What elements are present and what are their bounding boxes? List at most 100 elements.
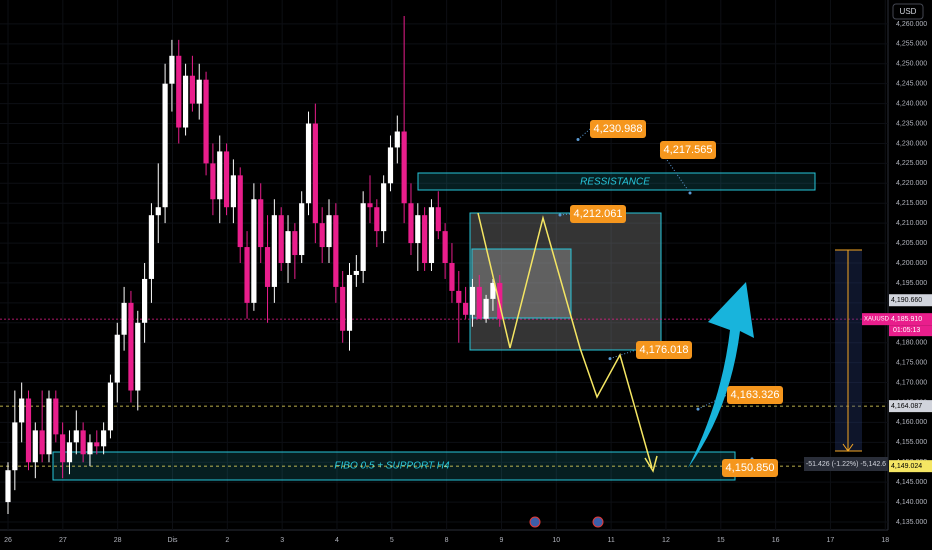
annotation-label: 4,176.018 <box>640 344 689 356</box>
price-badge <box>889 313 932 326</box>
x-tick-label: 26 <box>4 537 12 544</box>
x-tick-label: 28 <box>114 537 122 544</box>
zone <box>52 451 736 481</box>
candle-body <box>469 286 476 315</box>
candle-body <box>176 55 182 128</box>
candle-body <box>101 430 107 447</box>
x-tick-label: 18 <box>881 537 889 544</box>
x-tick-label: 16 <box>772 537 780 544</box>
candle-body <box>449 263 455 291</box>
candle-body <box>128 302 134 391</box>
annotation-anchor <box>608 357 612 361</box>
candle-body <box>374 207 380 232</box>
candle-body <box>285 231 291 264</box>
price-badge-label: 4,164.087 <box>891 403 922 410</box>
annotation-box <box>660 141 716 159</box>
candle-body <box>121 302 127 335</box>
x-tick-label: Dis <box>167 537 178 544</box>
symbol: XAUUSD <box>864 317 890 323</box>
annotation-label: 4,212.061 <box>574 208 623 220</box>
candle-body <box>46 398 52 455</box>
countdown: 01:05:13 <box>893 327 920 334</box>
candle-body <box>230 175 236 208</box>
candle-body <box>456 290 462 303</box>
y-tick-label: 4,200.000 <box>896 260 927 267</box>
candle-body <box>264 247 271 287</box>
candle-body <box>319 223 325 248</box>
candle-body <box>497 282 503 319</box>
candle-body <box>148 215 155 279</box>
event-flag[interactable] <box>592 516 604 528</box>
price-badge <box>889 294 932 307</box>
projection-path <box>477 212 653 469</box>
candle-body <box>305 123 312 204</box>
x-tick-label: 5 <box>390 537 394 544</box>
candle-body <box>244 247 250 303</box>
candle-body <box>203 79 209 164</box>
candle-body <box>428 207 435 264</box>
candle-body <box>53 398 59 435</box>
currency[interactable]: USD <box>900 7 917 16</box>
annotation-anchor <box>576 138 580 142</box>
x-tick-label: 4 <box>335 537 339 544</box>
candle-body <box>271 215 277 287</box>
candle-body <box>292 231 298 256</box>
annotation-anchor <box>688 191 692 195</box>
zone <box>417 172 816 191</box>
y-tick-label: 4,255.000 <box>896 41 927 48</box>
candle-body <box>387 147 394 184</box>
candle-body <box>162 83 168 208</box>
event-flag[interactable] <box>529 516 541 528</box>
y-tick-label: 4,225.000 <box>896 160 927 167</box>
annotation-box <box>570 205 626 223</box>
annotation-anchor <box>696 407 700 411</box>
candle-body <box>463 302 469 315</box>
candle-body <box>367 203 373 208</box>
annotation-label: 4,230.988 <box>594 123 643 135</box>
candle-body <box>258 199 264 248</box>
candle-body <box>415 215 421 244</box>
candle-body <box>422 215 428 264</box>
x-tick-label: 8 <box>445 537 449 544</box>
candle-body <box>490 282 496 299</box>
currency-button[interactable] <box>892 3 924 20</box>
candle-body <box>217 151 223 200</box>
x-tick-label: 27 <box>59 537 67 544</box>
bullish-arrow <box>688 282 754 468</box>
candle-body <box>114 334 120 383</box>
projection-arrowhead <box>644 455 658 473</box>
x-tick-label: 3 <box>280 537 284 544</box>
candle-body <box>223 151 230 208</box>
x-tick-label: 10 <box>552 537 560 544</box>
candle-body <box>476 286 482 319</box>
candle-body <box>19 398 25 423</box>
y-tick-label: 4,135.000 <box>896 519 927 526</box>
candle-body <box>237 175 243 248</box>
price-badge-label: 4,185.910 <box>891 316 922 323</box>
annotation-label: 4,163.326 <box>731 389 780 401</box>
y-tick-label: 4,240.000 <box>896 100 927 107</box>
y-tick-label: 4,220.000 <box>896 180 927 187</box>
candle-body <box>12 422 18 471</box>
candle-body <box>135 322 141 391</box>
x-tick-label: 12 <box>662 537 670 544</box>
price-badge-label: 4,190.660 <box>891 297 922 304</box>
candle-body <box>182 75 189 128</box>
x-tick-label: 2 <box>225 537 229 544</box>
y-tick-label: 4,235.000 <box>896 120 927 127</box>
candle-body <box>312 123 318 224</box>
candle-body <box>394 131 400 148</box>
y-tick-label: 4,140.000 <box>896 499 927 506</box>
y-tick-label: 4,175.000 <box>896 359 927 366</box>
x-tick-label: 9 <box>500 537 504 544</box>
y-tick-label: 4,215.000 <box>896 200 927 207</box>
y-tick-label: 4,230.000 <box>896 140 927 147</box>
candle-body <box>326 215 332 248</box>
y-tick-label: 4,210.000 <box>896 220 927 227</box>
price-badge <box>889 400 932 413</box>
annotation-box <box>727 386 783 404</box>
annotation-box <box>722 459 778 477</box>
candle-body <box>94 442 100 447</box>
